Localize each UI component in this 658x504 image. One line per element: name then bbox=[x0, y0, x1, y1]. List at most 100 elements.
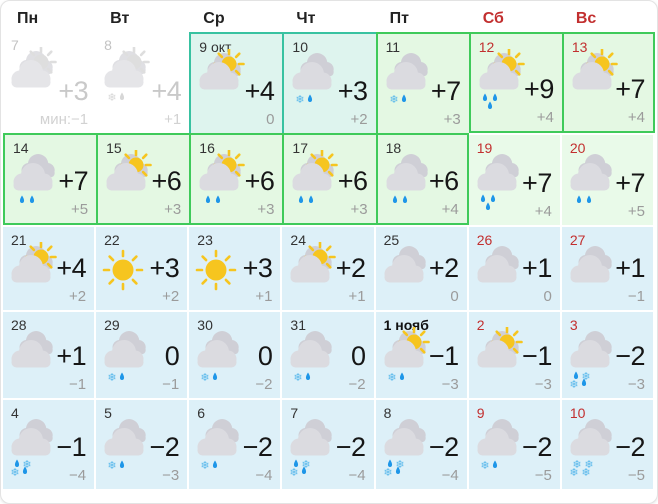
sun-cloud-icon bbox=[100, 149, 154, 212]
day-temperature: 0 bbox=[257, 341, 273, 371]
day-number: 8 bbox=[104, 37, 112, 53]
svg-text:❄: ❄ bbox=[108, 460, 117, 472]
cloud-snowrain-icon: ❄ bbox=[284, 327, 338, 389]
day-temperature: −2 bbox=[335, 432, 366, 462]
cloud-snowrain-icon: ❄ bbox=[191, 415, 245, 477]
night-temperature: +2 bbox=[350, 111, 368, 128]
day-cell-17[interactable]: 17 +6 +3 bbox=[282, 133, 376, 225]
day-temperature: +6 bbox=[428, 166, 459, 196]
night-temperature: +1 bbox=[255, 288, 273, 305]
day-temperature: −2 bbox=[615, 341, 645, 371]
sun-cloud-rain2-icon bbox=[286, 149, 340, 212]
night-temperature: 0 bbox=[450, 288, 459, 305]
night-temperature: +5 bbox=[71, 201, 89, 218]
sun-cloud-icon bbox=[284, 241, 338, 304]
day-temperature: +3 bbox=[337, 76, 368, 106]
svg-text:❄: ❄ bbox=[572, 459, 581, 471]
day-cell-4[interactable]: 4 ❄ ❄ −1 −4 bbox=[3, 398, 97, 489]
day-cell-28[interactable]: 28 +1 −1 bbox=[3, 310, 97, 398]
day-cell-15[interactable]: 15 +6 +3 bbox=[96, 133, 190, 225]
day-temperature: +4 bbox=[151, 76, 182, 106]
day-temperature: +7 bbox=[58, 166, 89, 196]
day-cell-5[interactable]: 5 ❄ −2 −3 bbox=[96, 398, 190, 489]
day-number: 7 bbox=[11, 37, 19, 53]
cloud-rain2-icon bbox=[7, 150, 61, 212]
day-cell-6[interactable]: 6 ❄ −2 −4 bbox=[189, 398, 283, 489]
day-cell-13[interactable]: 13 +7 +4 bbox=[561, 32, 655, 133]
day-temperature: +1 bbox=[615, 253, 645, 283]
day-number: 6 bbox=[197, 405, 206, 421]
day-cell-27[interactable]: 27 +1 −1 bbox=[561, 225, 655, 310]
day-cell-9-окт[interactable]: 9 окт +4 0 bbox=[189, 32, 283, 133]
day-cell-30[interactable]: 30 ❄ 0 −2 bbox=[189, 310, 283, 398]
day-cell-22[interactable]: 22 +3 +2 bbox=[96, 225, 190, 310]
day-cell-25[interactable]: 25 +2 0 bbox=[375, 225, 469, 310]
day-cell-20[interactable]: 20 +7 +5 bbox=[561, 133, 655, 225]
day-cell-26[interactable]: 26 +1 0 bbox=[468, 225, 562, 310]
day-number: 25 bbox=[383, 232, 400, 248]
night-temperature: −3 bbox=[162, 467, 180, 484]
day-cell-24[interactable]: 24 +2 +1 bbox=[282, 225, 376, 310]
day-cell-19[interactable]: 19 +7 +4 bbox=[468, 133, 562, 225]
day-cell-23[interactable]: 23 +3 +1 bbox=[189, 225, 283, 310]
day-cell-14[interactable]: 14 +7 +5 bbox=[3, 133, 97, 225]
day-cell-9[interactable]: 9 ❄ −2 −5 bbox=[468, 398, 562, 489]
sun-icon bbox=[191, 242, 245, 304]
day-cell-7[interactable]: 7 ❄ ❄ −2 −4 bbox=[282, 398, 376, 489]
day-number: 13 bbox=[571, 39, 588, 55]
night-temperature: −4 bbox=[348, 467, 366, 484]
day-cell-3[interactable]: 3 ❄ ❄ −2 −3 bbox=[561, 310, 655, 398]
day-temperature: −1 bbox=[522, 341, 552, 371]
day-cell-10[interactable]: 10 ❄ +3 +2 bbox=[282, 32, 376, 133]
cloud-mix-icon: ❄ ❄ bbox=[284, 415, 338, 479]
day-temperature: −2 bbox=[522, 432, 552, 462]
day-temperature: +1 bbox=[522, 253, 552, 283]
day-number: 4 bbox=[11, 405, 19, 421]
svg-text:❄: ❄ bbox=[296, 94, 305, 106]
night-temperature: +1 bbox=[348, 288, 366, 305]
day-cell-18[interactable]: 18 +6 +4 bbox=[375, 133, 469, 225]
day-number: 12 bbox=[478, 39, 495, 55]
weekday-label-3: Ср bbox=[203, 10, 225, 27]
day-cell-8[interactable]: 8 ❄ +4 +1 bbox=[96, 32, 189, 133]
night-temperature: +3 bbox=[350, 201, 368, 218]
night-temperature: −2 bbox=[348, 376, 366, 393]
cloud-mix-icon: ❄ ❄ bbox=[378, 415, 432, 479]
cloud-snowrain-icon: ❄ bbox=[380, 49, 434, 111]
day-temperature: −2 bbox=[615, 432, 645, 462]
day-temperature: −1 bbox=[428, 341, 459, 371]
day-number: 9 окт bbox=[199, 39, 232, 55]
day-number: 15 bbox=[106, 140, 122, 156]
day-cell-29[interactable]: 29 ❄ 0 −1 bbox=[96, 310, 190, 398]
day-number: 20 bbox=[569, 140, 586, 156]
day-cell-7[interactable]: 7 +3 мин:−1 bbox=[3, 32, 96, 133]
day-cell-2[interactable]: 2 −1 −3 bbox=[468, 310, 562, 398]
day-temperature: +1 bbox=[56, 341, 87, 371]
night-temperature: +3 bbox=[443, 111, 461, 128]
day-cell-1-нояб[interactable]: 1 нояб ❄ −1 −3 bbox=[375, 310, 469, 398]
day-cell-11[interactable]: 11 ❄ +7 +3 bbox=[375, 32, 469, 133]
cloud-mix-icon: ❄ ❄ bbox=[5, 415, 59, 479]
weekday-label-2: Вт bbox=[110, 10, 130, 27]
night-temperature: −5 bbox=[534, 467, 552, 484]
night-temperature: −1 bbox=[162, 376, 180, 393]
day-cell-21[interactable]: 21 +4 +2 bbox=[3, 225, 97, 310]
day-cell-16[interactable]: 16 +6 +3 bbox=[189, 133, 283, 225]
night-temperature: +5 bbox=[627, 203, 645, 220]
night-temperature: +1 bbox=[164, 111, 182, 128]
day-number: 2 bbox=[476, 317, 485, 333]
day-temperature: 0 bbox=[351, 341, 366, 371]
sun-cloud-icon bbox=[193, 48, 247, 111]
day-temperature: −2 bbox=[428, 432, 459, 462]
day-number: 22 bbox=[104, 232, 120, 248]
day-cell-12[interactable]: 12 +9 +4 bbox=[468, 32, 562, 133]
day-cell-10[interactable]: 10 ❄ ❄ ❄ ❄ −2 −5 bbox=[561, 398, 655, 489]
sun-cloud-icon bbox=[471, 326, 525, 389]
day-number: 5 bbox=[104, 405, 112, 421]
day-cell-8[interactable]: 8 ❄ ❄ −2 −4 bbox=[375, 398, 469, 489]
day-number: 26 bbox=[476, 232, 493, 248]
day-number: 14 bbox=[13, 140, 29, 156]
day-number: 1 нояб bbox=[383, 317, 429, 333]
night-temperature: −1 bbox=[69, 376, 87, 393]
day-cell-31[interactable]: 31 ❄ 0 −2 bbox=[282, 310, 376, 398]
